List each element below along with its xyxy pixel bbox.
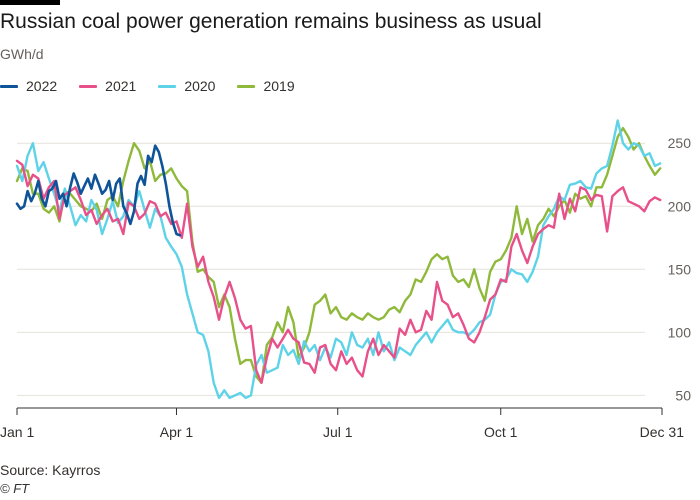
y-tick-label-150: 150: [668, 261, 692, 277]
x-tick-label-0: Jan 1: [0, 424, 34, 440]
source-note: Source: Kayrros: [0, 462, 101, 478]
series-line-2021: [15, 159, 662, 384]
y-tick-label-50: 50: [675, 387, 691, 403]
chart-subtitle: GWh/d: [0, 46, 44, 62]
series-layer: [15, 119, 662, 400]
chart-title: Russian coal power generation remains bu…: [0, 10, 542, 33]
y-tick-label-200: 200: [668, 198, 692, 214]
series-line-2022: [15, 144, 182, 237]
axis-layer: 50 100 150 200 250 Jan 1 Apr 1 Jul 1 Oct 1 Dec 31: [0, 135, 691, 440]
legend-label-2022: 2022: [26, 78, 58, 94]
legend-swatch-2020: [158, 84, 177, 88]
legend-swatch-2022: [0, 84, 18, 88]
legend-item-2019: 2019: [237, 78, 295, 94]
legend-label-2020: 2020: [184, 78, 216, 94]
grid-layer: [17, 142, 645, 396]
legend-item-2022: 2022: [0, 78, 57, 94]
legend-item-2020: 2020: [158, 78, 215, 94]
x-tick-label-3: Oct 1: [484, 424, 518, 440]
legend-label-2019: 2019: [263, 78, 295, 94]
series-line-2020: [15, 119, 662, 400]
y-tick-label-100: 100: [668, 324, 692, 340]
legend-label-2021: 2021: [105, 78, 137, 94]
chart-legend: 2022 2021 2020 2019: [0, 78, 295, 94]
ft-credit: © FT: [0, 481, 30, 496]
legend-swatch-2019: [237, 84, 256, 88]
legend-swatch-2021: [79, 84, 98, 88]
x-tick-label-2: Jul 1: [323, 424, 353, 440]
series-line-2019: [15, 126, 662, 384]
y-tick-label-250: 250: [668, 135, 692, 151]
legend-item-2021: 2021: [79, 78, 136, 94]
x-tick-label-4: Dec 31: [640, 424, 685, 440]
x-tick-label-1: Apr 1: [160, 424, 194, 440]
brand-top-bar: [0, 0, 60, 5]
